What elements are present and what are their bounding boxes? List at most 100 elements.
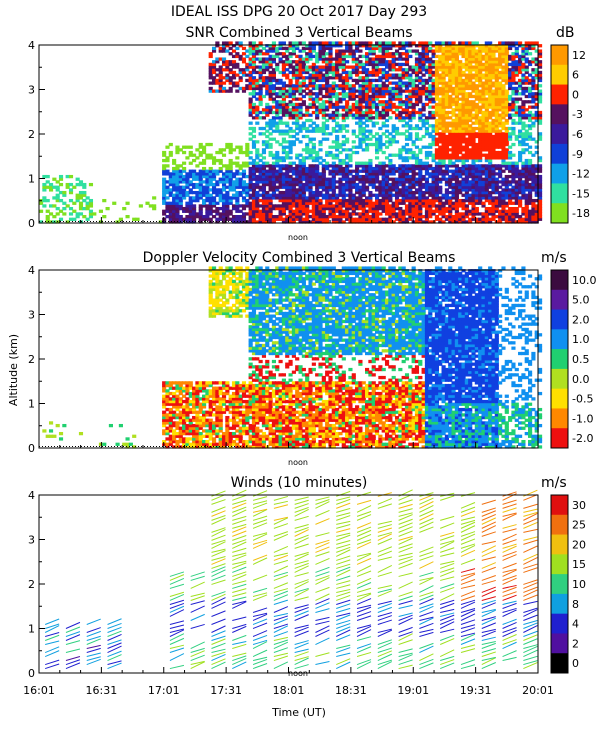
snr-cell xyxy=(172,188,177,192)
snr-cell xyxy=(341,177,346,181)
snr-cell xyxy=(281,198,286,203)
snr-cell xyxy=(318,190,323,195)
snr-cell xyxy=(351,102,356,107)
snr-cell xyxy=(271,124,277,128)
snr-cell xyxy=(335,105,340,109)
snr-cell xyxy=(331,57,336,61)
snr-cell xyxy=(258,204,263,208)
snr-cell xyxy=(271,193,277,197)
snr-cell xyxy=(345,164,350,168)
snr-cell xyxy=(298,92,303,96)
snr-cell xyxy=(285,217,290,221)
snr-cell xyxy=(178,169,183,173)
snr-cell xyxy=(211,185,217,189)
snr-cell xyxy=(315,153,320,157)
snr-cell xyxy=(351,60,356,64)
snr-cell xyxy=(158,220,163,224)
snr-cell xyxy=(261,209,267,213)
snr-cell xyxy=(345,81,350,85)
snr-cell xyxy=(221,46,227,51)
snr-cell xyxy=(175,209,180,213)
snr-cell xyxy=(328,193,333,197)
snr-cell xyxy=(325,132,330,136)
snr-cell xyxy=(52,214,57,219)
snr-cell xyxy=(72,209,77,213)
snr-cell xyxy=(281,212,286,216)
snr-cell xyxy=(165,190,170,195)
snr-cell xyxy=(351,185,356,189)
snr-cell xyxy=(318,49,323,53)
snr-cell xyxy=(228,209,233,213)
snr-cell xyxy=(275,196,280,200)
snr-cell xyxy=(192,169,197,173)
snr-cell xyxy=(295,54,300,59)
snr-cell xyxy=(228,212,233,216)
snr-cell xyxy=(295,60,300,64)
snr-cell xyxy=(255,196,260,200)
snr-cell xyxy=(251,81,257,85)
snr-cell xyxy=(278,182,283,187)
snr-cell xyxy=(295,97,300,101)
snr-cell xyxy=(288,182,293,187)
snr-cell xyxy=(338,180,343,184)
snr-cell xyxy=(251,140,257,144)
snr-cell xyxy=(261,156,267,160)
snr-cell xyxy=(228,185,233,189)
snr-cell xyxy=(281,172,286,176)
snr-cell xyxy=(311,209,316,213)
snr-cell xyxy=(218,214,223,219)
snr-cell xyxy=(295,46,300,51)
snr-cell xyxy=(281,145,286,149)
snr-cell xyxy=(295,105,300,109)
snr-cell xyxy=(268,188,273,192)
snr-cell xyxy=(325,220,330,224)
snr-cell xyxy=(258,153,263,157)
snr-cell xyxy=(321,174,326,179)
snr-cell xyxy=(338,86,343,91)
snr-cell xyxy=(338,142,343,147)
snr-cell xyxy=(195,185,200,189)
snr-cell xyxy=(205,153,210,157)
snr-cell xyxy=(221,57,227,61)
snr-cell xyxy=(268,105,273,109)
snr-cell xyxy=(345,148,350,152)
snr-cell xyxy=(351,94,356,99)
snr-cell xyxy=(55,193,60,197)
snr-cell xyxy=(211,156,217,160)
snr-cell xyxy=(208,212,213,216)
snr-cell xyxy=(241,57,247,61)
snr-cell xyxy=(311,212,316,216)
snr-cell xyxy=(295,188,300,192)
snr-cell xyxy=(321,180,326,184)
snr-cell xyxy=(288,142,293,147)
snr-cell xyxy=(331,126,336,131)
snr-cell xyxy=(225,214,230,219)
snr-cell xyxy=(55,206,60,211)
snr-cell xyxy=(228,201,233,205)
snr-cell xyxy=(255,49,260,53)
snr-cell xyxy=(251,201,257,205)
snr-cell xyxy=(225,60,230,64)
snr-cell xyxy=(162,182,167,187)
snr-cell xyxy=(335,140,340,144)
snr-cell xyxy=(248,209,253,213)
snr-cell xyxy=(178,204,183,208)
snr-cell xyxy=(315,84,320,88)
snr-cell xyxy=(215,78,220,83)
snr-cell xyxy=(271,188,277,192)
snr-cell xyxy=(241,86,247,91)
snr-cell xyxy=(308,113,313,117)
snr-cell xyxy=(298,166,303,171)
snr-cell xyxy=(268,124,273,128)
snr-cell xyxy=(298,204,303,208)
snr-cell xyxy=(265,89,270,93)
snr-cell xyxy=(308,41,313,45)
snr-cell xyxy=(328,113,333,117)
snr-cell xyxy=(278,116,283,120)
snr-cell xyxy=(351,209,356,213)
snr-cell xyxy=(331,182,336,187)
snr-cell xyxy=(305,196,310,200)
snr-cell xyxy=(338,60,343,64)
snr-cell xyxy=(271,116,277,120)
snr-cell xyxy=(315,217,320,221)
